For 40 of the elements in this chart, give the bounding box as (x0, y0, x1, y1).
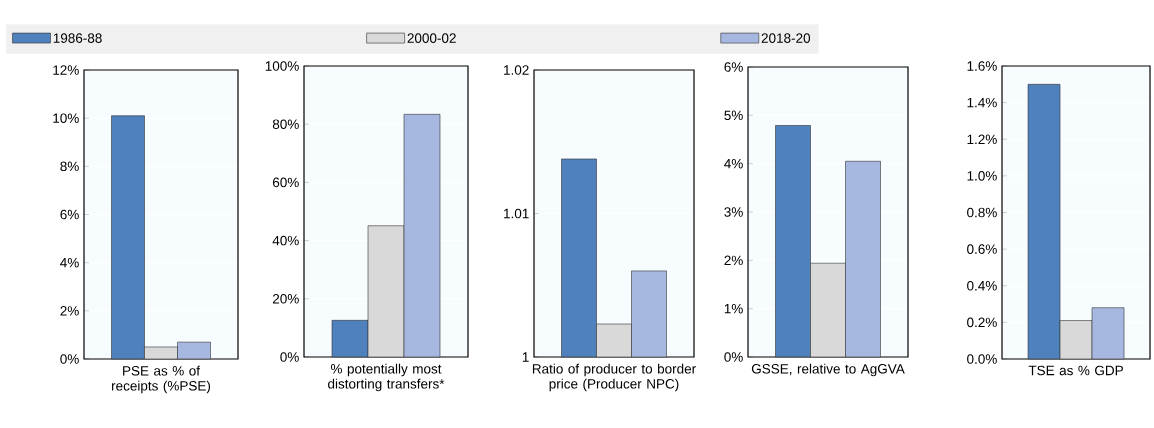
y-tick-label: 0.2% (967, 317, 997, 328)
y-tick-label: 2% (724, 255, 743, 266)
legend-label: 2018-20 (761, 33, 811, 43)
y-tick-label: 5% (724, 110, 743, 121)
y-tick-label: 8% (60, 161, 79, 172)
y-tick-label: 6% (724, 62, 743, 72)
y-tick-label: 3% (724, 207, 743, 217)
y-tick-label: 1.01 (504, 208, 529, 219)
legend-label: 2000-02 (407, 33, 456, 43)
y-tick-label: 0% (60, 354, 79, 364)
y-tick-label: 1% (724, 303, 743, 314)
y-tick-label: 1.6% (967, 61, 997, 71)
y-tick-label: 1 (522, 352, 529, 362)
x-tick-label: Ratio of producer to border price (Producer NPC) (532, 363, 696, 392)
y-tick-label: 80% (272, 119, 299, 129)
y-tick-label: 100% (265, 61, 299, 71)
y-tick-label: 12% (53, 65, 79, 75)
x-tick-label: PSE as % of receipts (%PSE) (112, 365, 211, 394)
y-tick-label: 6% (60, 209, 79, 220)
legend-label: 1986-88 (53, 33, 102, 43)
y-tick-label: 4% (724, 158, 743, 169)
y-tick-label: 0.4% (967, 280, 997, 291)
y-tick-label: 2% (60, 306, 79, 316)
y-tick-label: 20% (272, 294, 299, 304)
x-tick-label: TSE as % GDP (1028, 365, 1123, 376)
y-tick-label: 0% (724, 352, 743, 362)
y-tick-label: 1.0% (967, 171, 997, 181)
y-tick-label: 1.2% (967, 134, 997, 144)
y-tick-label: 10% (53, 113, 79, 123)
y-tick-label: 0.6% (967, 244, 997, 254)
y-tick-label: 4% (60, 257, 79, 268)
y-tick-label: 1.4% (967, 97, 997, 108)
y-tick-label: 1.02 (504, 65, 529, 75)
y-tick-label: 0% (280, 352, 299, 362)
y-tick-label: 0.0% (967, 354, 997, 364)
x-tick-label: GSSE, relative to AgGVA (751, 363, 905, 377)
y-tick-label: 60% (272, 177, 299, 188)
y-tick-label: 40% (272, 235, 299, 246)
y-tick-label: 0.8% (967, 207, 997, 218)
x-tick-label: % potentially most distorting transfers* (328, 363, 445, 392)
